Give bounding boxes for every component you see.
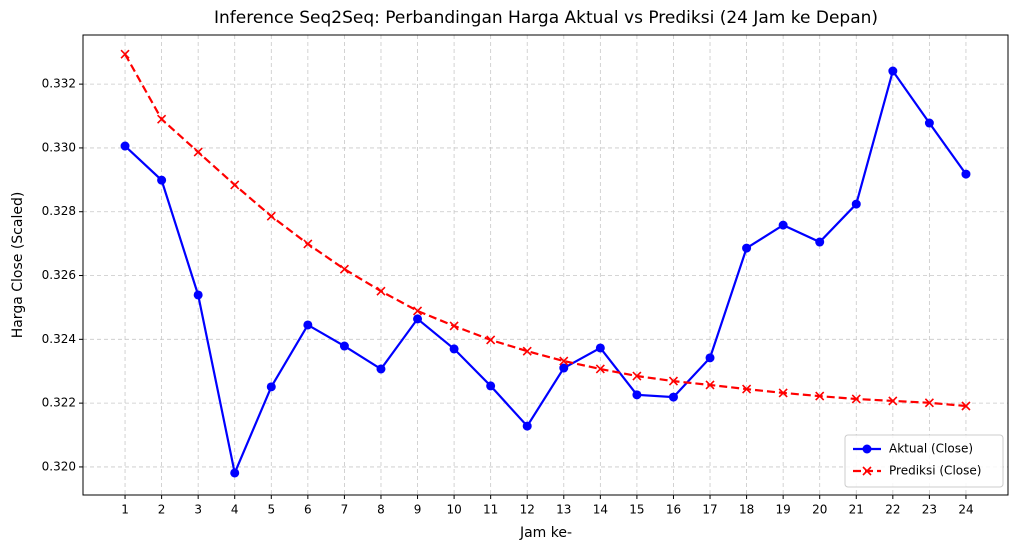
x-tick-label: 13 <box>556 503 571 517</box>
data-point <box>595 364 605 374</box>
data-point <box>486 381 496 391</box>
y-tick-label: 0.322 <box>42 396 76 410</box>
x-tick-label: 7 <box>341 503 349 517</box>
data-point <box>595 343 605 353</box>
data-point <box>412 306 423 316</box>
x-tick-label: 10 <box>446 503 461 517</box>
data-point <box>230 468 240 478</box>
x-tick-label: 21 <box>849 503 864 517</box>
data-point <box>486 335 496 345</box>
legend-marker <box>862 444 872 454</box>
data-point <box>230 180 240 190</box>
data-point <box>120 49 130 59</box>
data-point <box>522 346 532 356</box>
x-tick-label: 9 <box>414 503 422 517</box>
data-point <box>668 376 679 386</box>
data-point <box>449 344 459 354</box>
data-point <box>778 220 788 230</box>
legend-marker <box>862 466 872 476</box>
x-tick-label: 12 <box>520 503 535 517</box>
x-tick-label: 3 <box>194 503 202 517</box>
data-point <box>559 363 569 373</box>
x-tick-label: 14 <box>593 503 608 517</box>
data-point <box>961 169 971 179</box>
legend-label: Aktual (Close) <box>889 442 973 456</box>
x-tick-label: 6 <box>304 503 312 517</box>
data-point <box>193 147 203 157</box>
data-point <box>339 264 349 274</box>
data-point <box>266 382 276 392</box>
x-tick-label: 4 <box>231 503 239 517</box>
data-point <box>961 401 971 411</box>
data-point <box>449 321 459 331</box>
series-line <box>124 53 967 408</box>
y-tick-label: 0.324 <box>42 332 76 346</box>
data-point <box>376 286 386 296</box>
data-point <box>632 390 642 400</box>
data-point <box>815 237 825 247</box>
x-axis-label: Jam ke- <box>519 525 572 541</box>
plot-frame <box>82 34 1009 496</box>
y-tick-label: 0.330 <box>42 140 76 154</box>
x-tick-label: 5 <box>267 503 275 517</box>
y-tick-label: 0.326 <box>42 268 76 282</box>
data-point <box>376 364 386 374</box>
data-point <box>668 392 678 402</box>
y-tick-label: 0.332 <box>42 77 76 91</box>
x-tick-label: 18 <box>739 503 754 517</box>
legend-box <box>844 434 1004 488</box>
data-point <box>705 353 715 363</box>
chart-title: Inference Seq2Seq: Perbandingan Harga Ak… <box>214 8 878 28</box>
x-tick-label: 8 <box>377 503 385 517</box>
y-axis-label: Harga Close (Scaled) <box>10 192 26 339</box>
x-tick-label: 2 <box>158 503 166 517</box>
data-point <box>632 371 642 381</box>
x-tick-label: 24 <box>958 503 973 517</box>
data-point <box>888 66 898 76</box>
x-tick-label: 22 <box>885 503 900 517</box>
x-tick-label: 23 <box>922 503 937 517</box>
data-point <box>522 421 532 431</box>
data-point <box>888 396 898 406</box>
data-point <box>851 394 861 404</box>
series-line <box>124 68 967 477</box>
data-point <box>705 380 715 390</box>
data-point <box>742 243 752 253</box>
data-point <box>815 391 825 401</box>
data-point <box>157 114 167 124</box>
data-point <box>851 199 861 209</box>
x-tick-label: 15 <box>629 503 644 517</box>
x-tick-label: 17 <box>702 503 717 517</box>
data-point <box>266 211 276 221</box>
data-point <box>742 384 752 394</box>
data-point <box>157 175 167 185</box>
x-tick-label: 1 <box>121 503 129 517</box>
x-tick-label: 20 <box>812 503 827 517</box>
data-point <box>120 141 130 151</box>
data-point <box>193 290 203 300</box>
y-tick-label: 0.320 <box>42 459 76 473</box>
data-point <box>559 356 569 366</box>
x-tick-label: 19 <box>776 503 791 517</box>
data-point <box>413 314 423 324</box>
x-tick-label: 16 <box>666 503 681 517</box>
data-point <box>924 118 934 128</box>
x-tick-label: 11 <box>483 503 498 517</box>
y-tick-label: 0.328 <box>42 204 76 218</box>
data-point <box>924 398 934 408</box>
data-point <box>778 388 788 398</box>
legend-label: Prediksi (Close) <box>889 464 981 478</box>
data-point <box>339 341 349 351</box>
data-point <box>303 320 313 330</box>
data-point <box>303 239 313 249</box>
